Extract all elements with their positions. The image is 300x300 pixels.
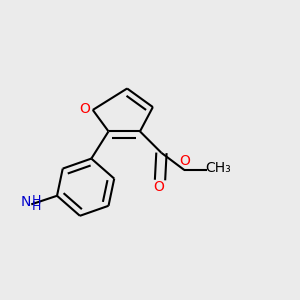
Text: O: O xyxy=(79,101,90,116)
Text: H: H xyxy=(32,194,41,207)
Text: N: N xyxy=(20,194,31,208)
Text: H: H xyxy=(32,200,41,213)
Text: O: O xyxy=(153,180,164,194)
Text: O: O xyxy=(179,154,190,168)
Text: CH₃: CH₃ xyxy=(205,161,231,175)
